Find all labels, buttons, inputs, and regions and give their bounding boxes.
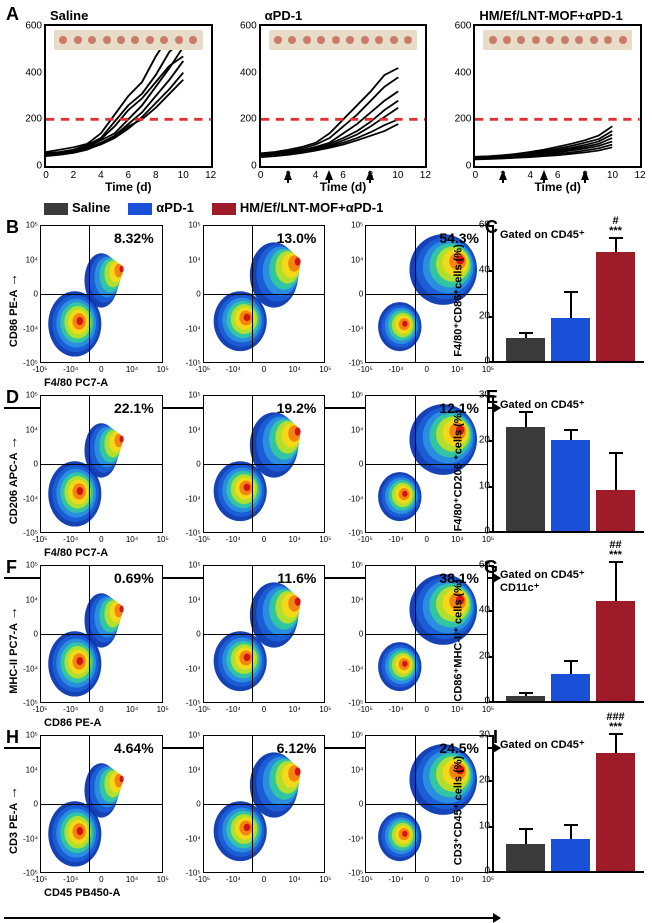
bar-chart: ***#0204060Gated on CD45⁺	[492, 225, 644, 363]
flow-density-plot: 8.32%	[40, 225, 163, 363]
flow-row: DCD206 APC-A → 22.1% -10⁵-10⁴010⁴10⁵-10⁵…	[4, 387, 648, 557]
quadrant-percent: 22.1%	[114, 400, 154, 416]
quadrant-percent: 8.32%	[114, 230, 154, 246]
quadrant-percent: 13.0%	[277, 230, 317, 246]
flow-plot: 12.1% -10⁵-10⁴010⁴10⁵-10⁵-10⁴010⁴10⁵	[365, 395, 488, 533]
bar	[596, 490, 635, 531]
bar-chart: ***###0102030Gated on CD45⁺	[492, 735, 644, 873]
bar	[551, 318, 590, 361]
bar: ***###	[596, 753, 635, 871]
flow-density-plot: 12.1%	[365, 395, 488, 533]
flow-plot: 4.64% -10⁵-10⁴010⁴10⁵-10⁵-10⁴010⁴10⁵	[40, 735, 163, 873]
bar	[506, 844, 545, 871]
flow-density-plot: 6.12%	[203, 735, 326, 873]
legend: SalineαPD-1HM/Ef/LNT-MOF+αPD-1	[4, 196, 648, 217]
quadrant-percent: 4.64%	[114, 740, 154, 756]
bar	[551, 440, 590, 531]
flow-density-plot: 24.5%	[365, 735, 488, 873]
flow-density-plot: 38.1%	[365, 565, 488, 703]
flow-plot: 54.3% -10⁵-10⁴010⁴10⁵-10⁵-10⁴010⁴10⁵	[365, 225, 488, 363]
quadrant-percent: 19.2%	[277, 400, 317, 416]
flow-plot: 38.1% -10⁵-10⁴010⁴10⁵-10⁵-10⁴010⁴10⁵	[365, 565, 488, 703]
bar-chart: ***##0204060Gated on CD45⁺CD11c⁺	[492, 565, 644, 703]
bar-chart: 0102030Gated on CD45⁺	[492, 395, 644, 533]
flow-row: FMHC-II PC7-A → 0.69% -10⁵-10⁴010⁴10⁵-10…	[4, 557, 648, 727]
flow-density-plot: 13.0%	[203, 225, 326, 363]
flow-plot: 11.6% -10⁵-10⁴010⁴10⁵-10⁵-10⁴010⁴10⁵	[203, 565, 326, 703]
flow-density-plot: 54.3%	[365, 225, 488, 363]
gate-label: Gated on CD45⁺	[500, 399, 585, 412]
tumor-growth-chart: Saline 0200400600024681012Time (d)	[44, 24, 213, 168]
chart-title: HM/Ef/LNT-MOF+αPD-1	[479, 8, 622, 23]
bar: ***#	[596, 252, 635, 361]
panel-a-label: A	[6, 4, 19, 25]
flow-plot: 0.69% -10⁵-10⁴010⁴10⁵-10⁵-10⁴010⁴10⁵	[40, 565, 163, 703]
bar	[506, 696, 545, 701]
flow-row: HCD3 PE-A → 4.64% -10⁵-10⁴010⁴10⁵-10⁵-10…	[4, 727, 648, 897]
panel-a-row: A Saline 0200400600024681012Time (d) αPD-…	[4, 4, 648, 196]
bar	[506, 427, 545, 531]
tumor-photo-strip	[54, 30, 203, 50]
quadrant-percent: 0.69%	[114, 570, 154, 586]
bar	[551, 674, 590, 701]
flow-density-plot: 19.2%	[203, 395, 326, 533]
tumor-growth-chart: αPD-1 0200400600024681012Time (d)	[259, 24, 428, 168]
tumor-growth-chart: HM/Ef/LNT-MOF+αPD-1 0200400600024681012T…	[473, 24, 642, 168]
gate-label: Gated on CD45⁺	[500, 229, 585, 242]
bar: ***##	[596, 601, 635, 701]
flow-density-plot: 22.1%	[40, 395, 163, 533]
quadrant-percent: 11.6%	[277, 570, 316, 586]
flow-plot: 19.2% -10⁵-10⁴010⁴10⁵-10⁵-10⁴010⁴10⁵	[203, 395, 326, 533]
flow-density-plot: 4.64%	[40, 735, 163, 873]
flow-plot: 6.12% -10⁵-10⁴010⁴10⁵-10⁵-10⁴010⁴10⁵	[203, 735, 326, 873]
figure-container: A Saline 0200400600024681012Time (d) αPD-…	[0, 0, 652, 901]
flow-density-plot: 0.69%	[40, 565, 163, 703]
quadrant-percent: 6.12%	[277, 740, 317, 756]
flow-row: BCD86 PE-A → 8.32% -10⁵-10⁴010⁴10⁵-10⁵-1…	[4, 217, 648, 387]
gate-label: Gated on CD45⁺CD11c⁺	[500, 569, 585, 595]
flow-density-plot: 11.6%	[203, 565, 326, 703]
bar	[551, 839, 590, 871]
flow-plot: 13.0% -10⁵-10⁴010⁴10⁵-10⁵-10⁴010⁴10⁵	[203, 225, 326, 363]
flow-plot: 8.32% -10⁵-10⁴010⁴10⁵-10⁵-10⁴010⁴10⁵	[40, 225, 163, 363]
chart-title: Saline	[50, 8, 88, 23]
chart-title: αPD-1	[265, 8, 303, 23]
x-axis-label: CD45 PB450-A	[44, 887, 120, 899]
bar	[506, 338, 545, 361]
tumor-photo-strip	[483, 30, 632, 50]
gate-label: Gated on CD45⁺	[500, 739, 585, 752]
tumor-photo-strip	[269, 30, 418, 50]
flow-plot: 22.1% -10⁵-10⁴010⁴10⁵-10⁵-10⁴010⁴10⁵	[40, 395, 163, 533]
flow-plot: 24.5% -10⁵-10⁴010⁴10⁵-10⁵-10⁴010⁴10⁵	[365, 735, 488, 873]
